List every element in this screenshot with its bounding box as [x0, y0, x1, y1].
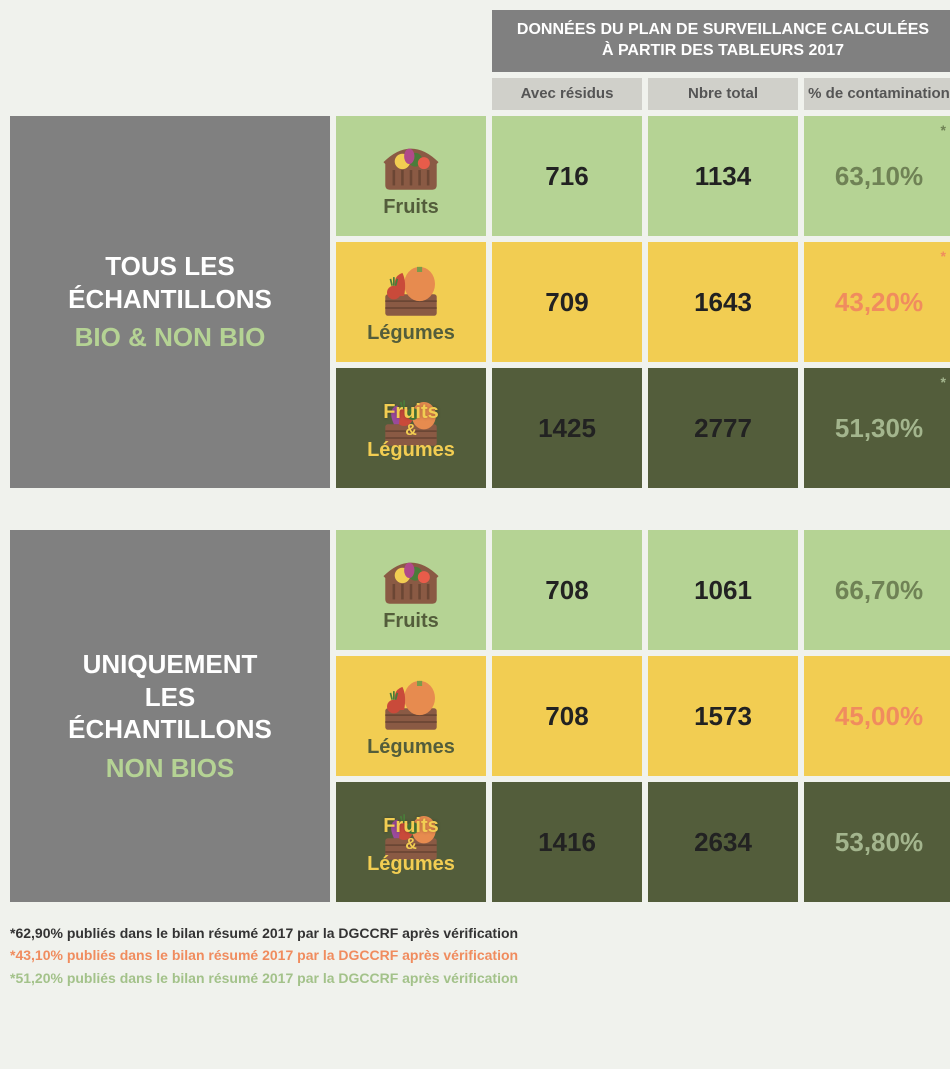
category-icon-cell: Fruits & Légumes [336, 368, 486, 488]
footnote: *51,20% publiés dans le bilan résumé 201… [10, 967, 940, 989]
value-pct-contamination: 43,20%* [804, 242, 950, 362]
header-title: DONNÉES DU PLAN DE SURVEILLANCE CALCULÉE… [492, 10, 950, 72]
value-nbre-total: 2777 [648, 368, 798, 488]
column-header: Avec résidus [492, 78, 642, 111]
legumes-icon [366, 674, 456, 734]
footnote: *43,10% publiés dans le bilan résumé 201… [10, 944, 940, 966]
value-avec-residus: 1416 [492, 782, 642, 902]
value-avec-residus: 708 [492, 656, 642, 776]
category-icon-cell: Fruits & Légumes [336, 782, 486, 902]
value-avec-residus: 708 [492, 530, 642, 650]
value-nbre-total: 1643 [648, 242, 798, 362]
footnotes: *62,90% publiés dans le bilan résumé 201… [10, 922, 940, 989]
fruits-icon [366, 548, 456, 608]
value-avec-residus: 709 [492, 242, 642, 362]
value-nbre-total: 1061 [648, 530, 798, 650]
value-nbre-total: 1573 [648, 656, 798, 776]
value-avec-residus: 716 [492, 116, 642, 236]
value-pct-contamination: 66,70% [804, 530, 950, 650]
group-label: TOUS LESÉCHANTILLONSBIO & NON BIO [10, 116, 330, 488]
footnote: *62,90% publiés dans le bilan résumé 201… [10, 922, 940, 944]
value-pct-contamination: 63,10%* [804, 116, 950, 236]
column-header: Nbre total [648, 78, 798, 111]
value-avec-residus: 1425 [492, 368, 642, 488]
column-header: % de contamination [804, 78, 950, 111]
group-label: UNIQUEMENTLESÉCHANTILLONSNON BIOS [10, 530, 330, 902]
data-table: DONNÉES DU PLAN DE SURVEILLANCE CALCULÉE… [10, 10, 940, 902]
category-icon-cell: Fruits [336, 116, 486, 236]
value-nbre-total: 1134 [648, 116, 798, 236]
category-icon-cell: Fruits [336, 530, 486, 650]
fruits-icon [366, 134, 456, 194]
legumes-icon [366, 260, 456, 320]
value-pct-contamination: 45,00% [804, 656, 950, 776]
category-icon-cell: Légumes [336, 242, 486, 362]
category-icon-cell: Légumes [336, 656, 486, 776]
value-nbre-total: 2634 [648, 782, 798, 902]
value-pct-contamination: 53,80% [804, 782, 950, 902]
value-pct-contamination: 51,30%* [804, 368, 950, 488]
